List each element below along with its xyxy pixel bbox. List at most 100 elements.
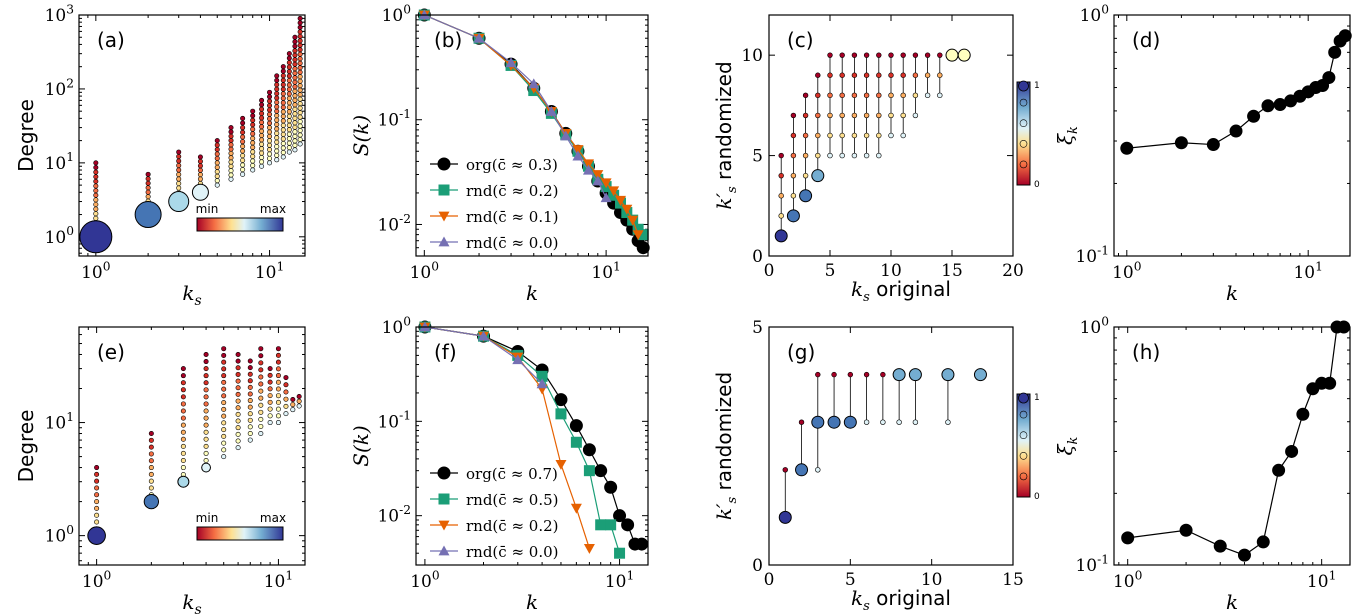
data-point xyxy=(229,164,233,168)
data-point xyxy=(783,467,788,472)
data-point xyxy=(251,136,255,140)
data-point xyxy=(204,430,208,434)
data-point xyxy=(177,159,181,163)
data-point xyxy=(298,110,302,114)
x-tick-label: 10 xyxy=(880,261,902,281)
data-point xyxy=(259,354,263,358)
colorbar-min-label: 0 xyxy=(1034,180,1040,190)
data-point xyxy=(181,395,185,399)
data-point xyxy=(215,152,219,156)
data-point xyxy=(889,93,894,98)
x-tick-label: 20 xyxy=(1002,261,1024,281)
data-point xyxy=(595,465,607,477)
data-point xyxy=(251,118,255,122)
data-point xyxy=(181,444,185,448)
data-point xyxy=(864,93,869,98)
data-point xyxy=(889,53,894,58)
data-point xyxy=(276,367,280,371)
data-point xyxy=(815,113,820,118)
y-tick-label: 103 xyxy=(45,2,74,26)
y-tick-label: 0 xyxy=(752,556,763,576)
data-point xyxy=(298,119,302,123)
colorbar-max-label: max xyxy=(260,202,286,216)
colorbar-marker xyxy=(1019,393,1029,403)
data-point xyxy=(297,394,301,398)
x-axis-label: k xyxy=(526,281,538,305)
data-point xyxy=(204,451,208,455)
panel-label: (d) xyxy=(1132,28,1160,52)
y-axis-label: S(k) xyxy=(349,425,373,466)
legend-label: rnd(c̄ ≈ 0.5) xyxy=(466,491,559,509)
data-point xyxy=(840,153,845,158)
data-point xyxy=(229,143,233,147)
data-point xyxy=(298,52,302,56)
data-point xyxy=(287,69,291,73)
data-point xyxy=(94,506,98,510)
data-point xyxy=(925,53,930,58)
data-point xyxy=(251,163,255,167)
data-point-large xyxy=(946,49,958,61)
data-point xyxy=(215,165,219,169)
data-point xyxy=(149,479,153,483)
data-point xyxy=(840,93,845,98)
data-point xyxy=(828,93,833,98)
data-point xyxy=(251,154,255,158)
y-axis-label: ξk xyxy=(1053,126,1081,145)
data-point xyxy=(248,359,252,363)
data-point xyxy=(198,177,202,181)
data-point xyxy=(913,420,918,425)
data-point xyxy=(251,114,255,118)
data-point xyxy=(281,64,285,68)
data-point xyxy=(181,409,185,413)
data-point xyxy=(248,431,252,435)
data-point xyxy=(149,486,153,490)
data-point xyxy=(293,71,297,75)
data-point xyxy=(281,141,285,145)
data-point xyxy=(889,133,894,138)
data-point xyxy=(275,74,279,78)
data-point-large xyxy=(169,192,189,212)
colorbar xyxy=(1017,82,1030,185)
x-tick-label: 5 xyxy=(825,261,836,281)
data-point xyxy=(1238,549,1250,561)
legend-marker xyxy=(439,494,450,505)
data-point xyxy=(287,128,291,132)
data-point xyxy=(281,101,285,105)
data-point xyxy=(293,98,297,102)
data-point xyxy=(240,139,244,143)
data-point xyxy=(236,379,240,383)
data-point xyxy=(275,127,279,131)
data-point xyxy=(293,40,297,44)
data-point xyxy=(298,83,302,87)
data-point xyxy=(267,90,271,94)
data-point xyxy=(259,368,263,372)
data-point xyxy=(259,103,263,107)
data-point xyxy=(181,451,185,455)
data-point xyxy=(259,361,263,365)
legend-marker xyxy=(438,158,450,170)
data-point xyxy=(215,170,219,174)
data-point xyxy=(293,148,297,152)
data-point xyxy=(222,387,226,391)
colorbar-max-label: 1 xyxy=(1034,393,1040,403)
data-point xyxy=(803,133,808,138)
data-point xyxy=(259,111,263,115)
data-point xyxy=(181,437,185,441)
data-point xyxy=(149,472,153,476)
data-point xyxy=(94,207,98,211)
data-point xyxy=(281,78,285,82)
y-tick-label: 10-1 xyxy=(377,409,411,433)
legend-label: rnd(c̄ ≈ 0.0) xyxy=(466,234,559,252)
data-point xyxy=(240,153,244,157)
panel-label: (f) xyxy=(434,340,457,364)
legend-marker xyxy=(438,467,450,479)
data-point xyxy=(840,53,845,58)
data-point xyxy=(901,113,906,118)
data-point xyxy=(791,153,796,158)
data-point xyxy=(236,412,240,416)
data-point xyxy=(293,112,297,116)
y-tick-label: 10 xyxy=(741,46,763,66)
data-point xyxy=(840,113,845,118)
x-tick-label: 100 xyxy=(1113,568,1142,592)
data-point xyxy=(267,161,271,165)
